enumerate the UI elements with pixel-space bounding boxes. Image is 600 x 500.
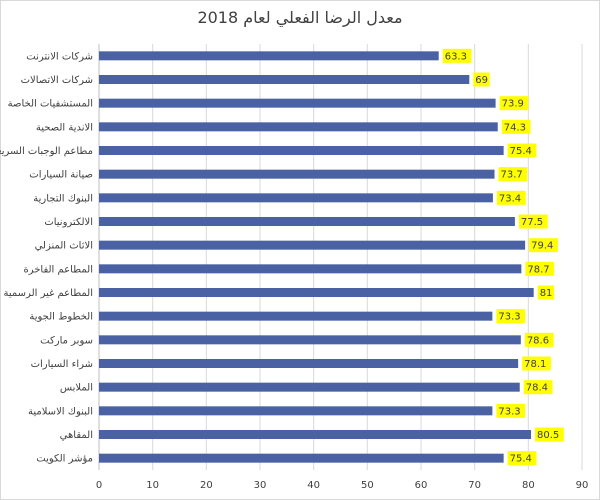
bar [99, 359, 519, 368]
category-labels: شركات الانترنت شركات الاتصالات المستشفيات … [0, 51, 93, 464]
category-label: المطاعم الفاخرة [23, 264, 93, 275]
x-tick-label: 60 [415, 480, 428, 491]
bar [99, 98, 496, 108]
value-label-bg [499, 96, 529, 111]
value-label: 63.3 [445, 51, 467, 62]
value-label: 73.3 [498, 406, 520, 417]
bar [99, 311, 493, 321]
bar [99, 217, 515, 226]
x-tick-label: 10 [146, 480, 159, 491]
bar [99, 51, 439, 61]
bar [99, 146, 504, 155]
value-label-bg [523, 380, 553, 395]
value-label-bg [535, 427, 564, 442]
bar [99, 240, 526, 250]
category-label: الاندية الصحية [36, 122, 93, 133]
category-label: الالكترونيات [44, 217, 93, 228]
value-label: 79.4 [531, 241, 553, 252]
value-label: 73.4 [499, 193, 521, 204]
bars [99, 51, 534, 463]
category-label: مؤشر الكويت [36, 454, 93, 465]
value-label: 78.7 [527, 264, 549, 275]
bar [99, 430, 532, 439]
value-label-bg [507, 143, 537, 158]
value-label: 75.4 [510, 454, 532, 465]
value-label: 73.3 [498, 312, 520, 323]
category-label: شراء السيارات [31, 359, 93, 370]
x-tick-label: 40 [307, 480, 320, 491]
value-label: 81 [540, 288, 553, 299]
category-label: الملابس [60, 383, 93, 394]
value-label-bg [525, 261, 555, 276]
bar [99, 122, 498, 132]
gridlines [98, 44, 583, 470]
value-label: 77.5 [521, 217, 543, 228]
bar [99, 193, 493, 203]
value-label-bg [496, 309, 526, 324]
bar [99, 169, 495, 179]
value-label-bg [529, 238, 558, 253]
category-label: البنوك التجارية [33, 193, 93, 204]
bar [99, 335, 521, 345]
x-tick-label: 70 [468, 480, 481, 491]
value-label-bg [473, 72, 490, 87]
value-label-bg [496, 403, 526, 418]
category-label: المقاهي [60, 430, 93, 441]
x-tick-label: 80 [522, 480, 535, 491]
value-label: 75.4 [510, 146, 532, 157]
bar [99, 75, 470, 84]
bar [99, 264, 522, 274]
value-label-bg [522, 356, 551, 371]
value-label-bg [442, 48, 472, 63]
value-label: 73.9 [502, 99, 524, 110]
bar [99, 382, 520, 392]
category-label: شركات الاتصالات [21, 75, 93, 86]
value-label-bg [496, 190, 526, 205]
chart-title: معدل الرضا الفعلي لعام 2018 [197, 8, 403, 27]
value-labels: 63.3 69 73.9 74.3 75.4 73.7 73.4 77.5 79.4 78.7 81… [442, 48, 564, 466]
category-label: الخطوط الجوية [29, 312, 93, 323]
category-label: سوبر ماركت [40, 335, 93, 346]
value-label-bg [524, 332, 554, 347]
category-label: البنوك الاسلامية [28, 406, 93, 417]
value-label-bg [518, 214, 548, 229]
category-label: الاثاث المنزلي [35, 241, 93, 252]
x-tick-label: 90 [576, 480, 589, 491]
x-tick-label: 50 [361, 480, 374, 491]
value-label: 74.3 [504, 122, 526, 133]
x-tick-label: 30 [254, 480, 267, 491]
bar [99, 406, 493, 416]
category-label: مطاعم الوجبات السريعة [0, 146, 93, 157]
category-label: المطاعم غير الرسمية [4, 288, 93, 299]
x-axis-ticks: 0 10 20 30 40 50 60 70 80 90 [96, 480, 589, 491]
x-tick-label: 20 [200, 480, 213, 491]
value-label-bg [537, 285, 555, 300]
value-label: 78.4 [526, 383, 548, 394]
value-label-bg [501, 119, 531, 134]
value-label: 78.6 [527, 335, 549, 346]
category-label: شركات الانترنت [26, 51, 93, 62]
value-label: 78.1 [524, 359, 546, 370]
value-label-bg [507, 451, 537, 466]
x-tick-label: 0 [96, 480, 102, 491]
bar [99, 288, 534, 297]
value-label: 80.5 [537, 430, 559, 441]
value-label: 73.7 [501, 170, 523, 181]
bar [99, 453, 504, 463]
category-label: المستشفيات الخاصة [8, 99, 93, 110]
value-label: 69 [475, 75, 488, 86]
value-label-bg [498, 167, 528, 182]
category-label: صيانة السيارات [29, 170, 93, 181]
